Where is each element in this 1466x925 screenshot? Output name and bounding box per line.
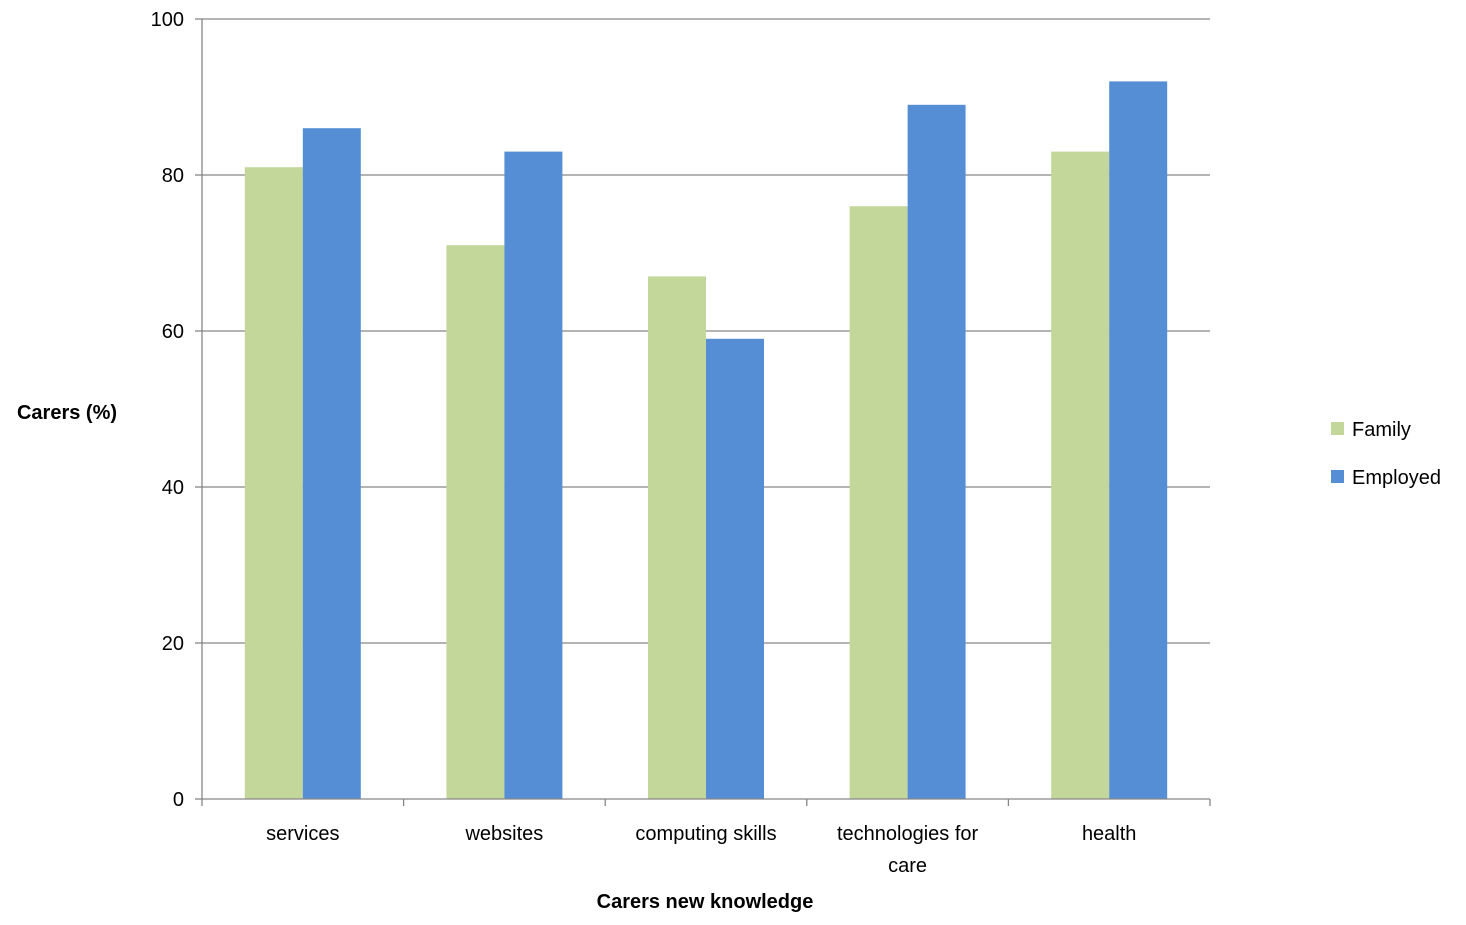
y-tick-label: 0: [173, 789, 184, 811]
legend-label-family: Family: [1352, 419, 1411, 441]
legend-label-employed: Employed: [1352, 467, 1441, 489]
y-tick-label: 80: [162, 165, 184, 187]
bar-family-4: [1051, 151, 1110, 800]
bar-employed-1: [504, 151, 563, 800]
x-tick-label: websites: [464, 823, 543, 845]
bar-employed-3: [907, 104, 966, 800]
legend: Family Employed: [1331, 419, 1441, 489]
y-tick-label: 100: [151, 9, 184, 31]
x-axis-title: Carers new knowledge: [597, 891, 814, 913]
legend-swatch-employed: [1331, 470, 1344, 483]
bar-family-0: [244, 167, 303, 799]
y-tick-label: 20: [162, 633, 184, 655]
x-tick-label: services: [266, 823, 339, 845]
bar-family-2: [648, 276, 706, 799]
y-tick-label: 60: [162, 321, 184, 343]
bar-family-3: [849, 206, 908, 799]
bars: [244, 81, 1168, 800]
bar-family-1: [446, 245, 505, 799]
tick-labels: 0 20 40 60 80 100 services websites computing sk…: [151, 9, 1137, 877]
x-tick-label: technologies for care: [837, 823, 979, 877]
x-tick-label: computing skills: [635, 823, 776, 845]
x-tick-label: health: [1082, 823, 1137, 845]
bar-employed-4: [1109, 81, 1168, 799]
legend-swatch-family: [1331, 422, 1344, 435]
bar-employed-2: [706, 338, 764, 799]
bar-employed-0: [302, 128, 361, 799]
y-tick-label: 40: [162, 477, 184, 499]
axes: [195, 18, 1211, 806]
y-axis-title: Carers (%): [17, 402, 117, 424]
